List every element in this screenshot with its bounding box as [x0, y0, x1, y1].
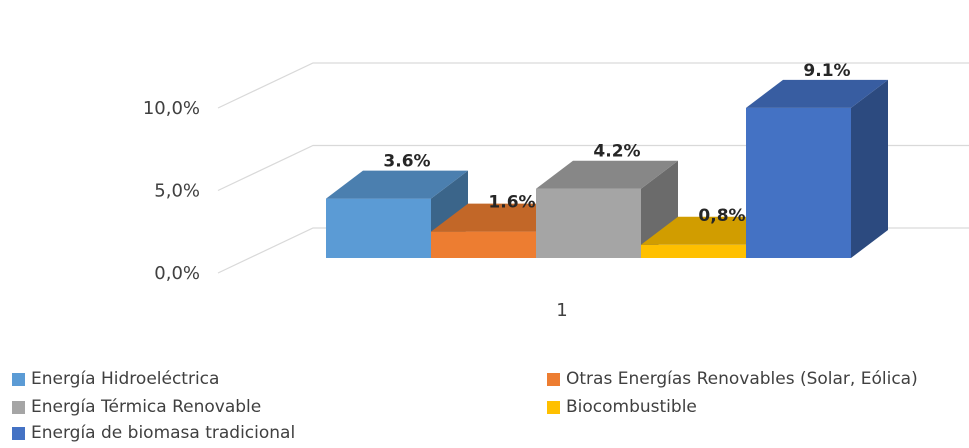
bars	[326, 79, 888, 258]
bar	[326, 170, 468, 258]
bar-front	[641, 244, 746, 258]
legend-swatch	[12, 372, 25, 386]
gridline	[217, 62, 969, 109]
data-label: 9.1%	[803, 61, 850, 81]
legend-swatch	[12, 400, 25, 414]
y-tick-label: 5,0%	[154, 181, 200, 202]
legend-label: Energía Térmica Renovable	[31, 397, 262, 417]
legend-swatch	[547, 372, 560, 386]
y-axis-ticks: 0,0% 5,0% 10,0%	[143, 98, 200, 284]
bar-side	[851, 79, 888, 258]
bar-front	[326, 198, 431, 258]
bar-front	[536, 188, 641, 258]
legend-item-hidroelectrica: Energía Hidroeléctrica	[12, 368, 219, 390]
category-label: 1	[556, 300, 567, 321]
legend-swatch	[547, 400, 560, 414]
y-tick-label: 10,0%	[143, 98, 200, 119]
data-label: 4.2%	[593, 142, 640, 162]
legend-item-otras-renovables: Otras Energías Renovables (Solar, Eólica…	[547, 368, 918, 390]
bar-top	[746, 79, 888, 108]
legend-item-termica-renovable: Energía Térmica Renovable	[12, 396, 261, 418]
legend-item-biocombustible: Biocombustible	[547, 396, 697, 418]
bar-front	[431, 231, 536, 258]
data-label: 1.6%	[488, 193, 535, 213]
legend-label: Biocombustible	[566, 397, 697, 417]
legend: Energía Hidroeléctrica Otras Energías Re…	[12, 368, 969, 448]
data-label: 3.6%	[383, 152, 430, 172]
bar-top	[326, 170, 468, 199]
bar	[746, 79, 888, 258]
bar-front	[746, 107, 851, 258]
data-label: 0,8%	[698, 206, 745, 226]
bar-top	[536, 160, 678, 189]
y-tick-label: 0,0%	[154, 263, 200, 284]
legend-label: Energía de biomasa tradicional	[31, 423, 296, 443]
legend-swatch	[12, 426, 25, 440]
legend-item-biomasa-tradicional: Energía de biomasa tradicional	[12, 422, 295, 444]
legend-label: Otras Energías Renovables (Solar, Eólica…	[566, 369, 918, 389]
data-labels: 3.6% 1.6% 4.2% 0,8% 9.1%	[383, 61, 850, 226]
legend-label: Energía Hidroeléctrica	[31, 369, 220, 389]
